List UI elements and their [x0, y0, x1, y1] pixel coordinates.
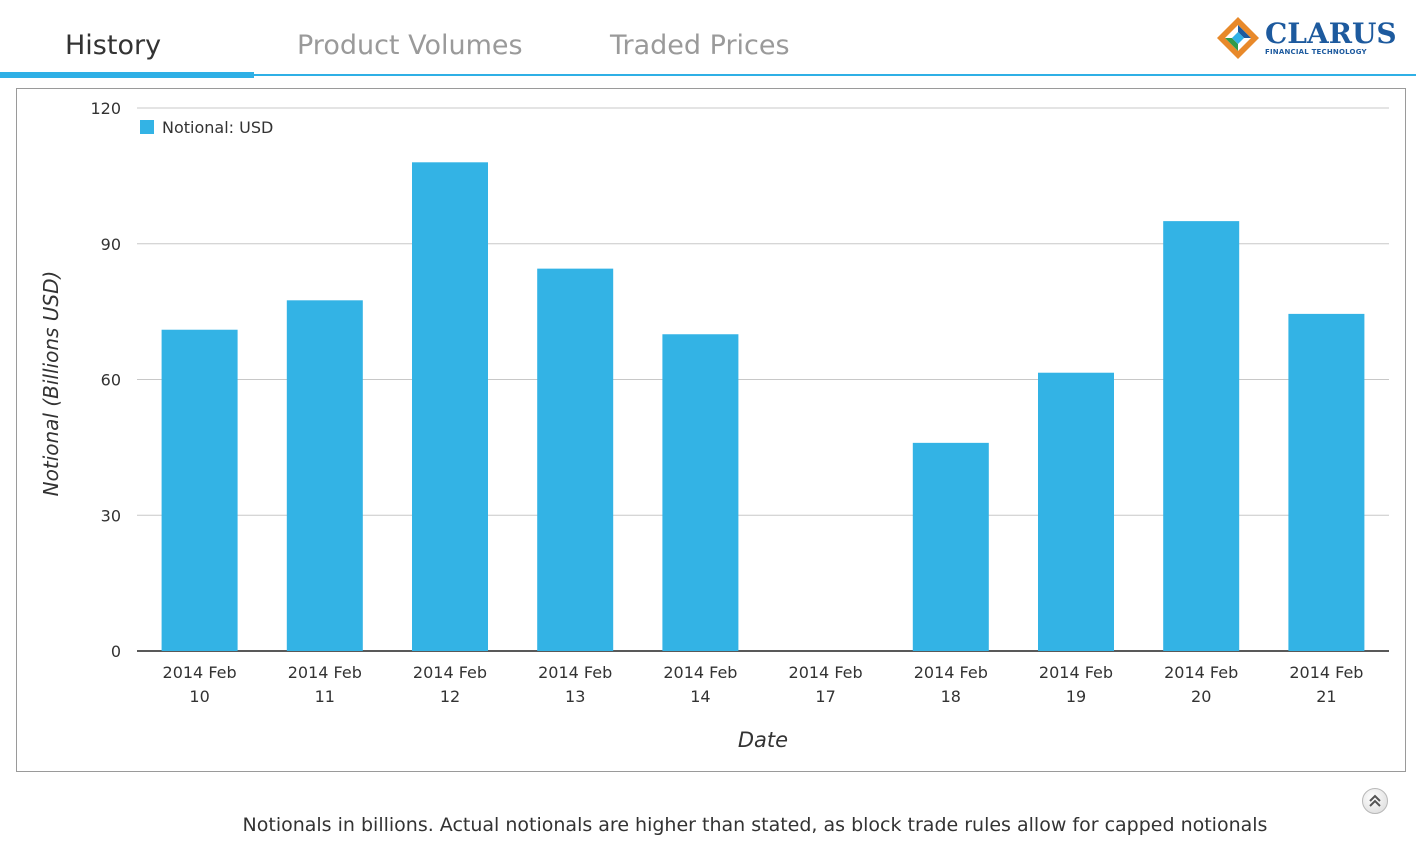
x-tick-label: 2014 Feb [1164, 663, 1238, 682]
bar-14 [662, 334, 739, 651]
x-tick-label: 2014 Feb [538, 663, 612, 682]
active-tab-indicator [0, 72, 254, 78]
x-tick-label: 2014 Feb [663, 663, 737, 682]
logo-name: CLARUS [1265, 17, 1397, 50]
x-tick-label: 2014 Feb [1289, 663, 1363, 682]
bar-13 [537, 268, 614, 651]
double-chevron-up-icon [1369, 794, 1381, 807]
x-tick-label: 14 [690, 687, 710, 706]
x-tick-label: 19 [1066, 687, 1086, 706]
bar-10 [161, 329, 238, 651]
bar-19 [1038, 372, 1114, 651]
x-tick-label: 11 [315, 687, 335, 706]
bar-20 [1163, 221, 1240, 651]
x-tick-label: 17 [815, 687, 835, 706]
x-tick-label: 12 [440, 687, 460, 706]
y-tick-label: 0 [111, 642, 121, 661]
tab-history[interactable]: History [65, 30, 162, 61]
x-tick-label: 2014 Feb [789, 663, 863, 682]
tab-divider [0, 74, 1416, 76]
x-tick-label: 10 [189, 687, 209, 706]
legend-label: Notional: USD [162, 118, 273, 137]
x-axis-title: Date [738, 728, 788, 752]
legend-swatch [140, 120, 154, 134]
tab-traded-prices[interactable]: Traded Prices [610, 30, 790, 61]
x-tick-label: 2014 Feb [1039, 663, 1113, 682]
y-tick-label: 30 [101, 506, 121, 525]
tab-bar: History Product Volumes Traded Prices [0, 0, 1416, 80]
x-tick-label: 2014 Feb [163, 663, 237, 682]
y-tick-label: 120 [90, 99, 121, 118]
scroll-to-top-button[interactable] [1362, 788, 1388, 814]
logo-subtitle: FINANCIAL TECHNOLOGY [1265, 48, 1367, 56]
logo-diamond-icon [1217, 17, 1259, 59]
bar-11 [286, 300, 363, 651]
y-tick-label: 90 [101, 235, 121, 254]
x-tick-label: 13 [565, 687, 585, 706]
y-axis-title: Notional (Billions USD) [39, 271, 63, 497]
y-tick-label: 60 [101, 371, 121, 390]
bar-12 [412, 162, 488, 652]
clarus-logo: CLARUS FINANCIAL TECHNOLOGY [1215, 13, 1405, 63]
x-tick-label: 20 [1191, 687, 1211, 706]
x-tick-label: 2014 Feb [914, 663, 988, 682]
x-tick-label: 2014 Feb [288, 663, 362, 682]
tab-product-volumes[interactable]: Product Volumes [297, 30, 523, 61]
x-tick-label: 18 [941, 687, 961, 706]
footer-note: Notionals in billions. Actual notionals … [242, 814, 1268, 836]
bar-21 [1288, 313, 1365, 651]
bar-18 [912, 442, 989, 651]
notional-bar-chart: 0 30 60 90 120 Notional (Billions USD) 2014 Fe… [39, 99, 1389, 752]
x-tick-label: 2014 Feb [413, 663, 487, 682]
x-tick-label: 21 [1316, 687, 1336, 706]
